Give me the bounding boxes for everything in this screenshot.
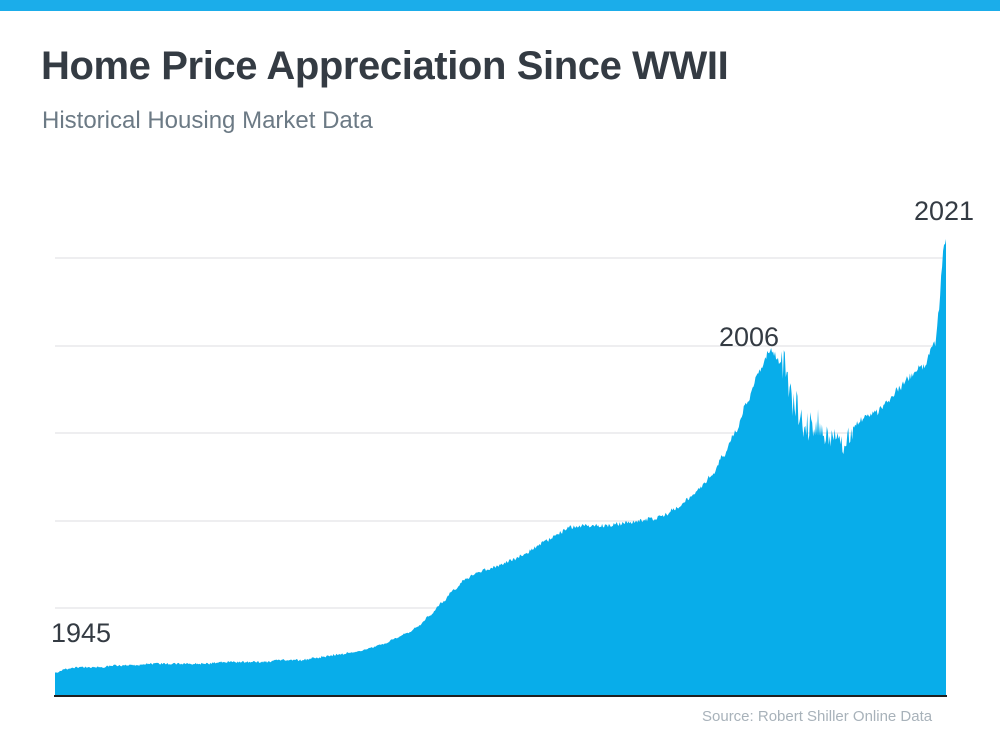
top-accent-bar — [0, 0, 1000, 11]
annotation-start-year: 1945 — [51, 618, 112, 648]
page-title: Home Price Appreciation Since WWII — [41, 44, 729, 88]
page-subtitle: Historical Housing Market Data — [42, 107, 373, 134]
series-area-home-price-index — [55, 238, 946, 696]
annotation-end-year: 2021 — [914, 196, 975, 226]
source-attribution: Source: Robert Shiller Online Data — [702, 708, 933, 725]
annotation-peak-year: 2006 — [719, 322, 780, 352]
